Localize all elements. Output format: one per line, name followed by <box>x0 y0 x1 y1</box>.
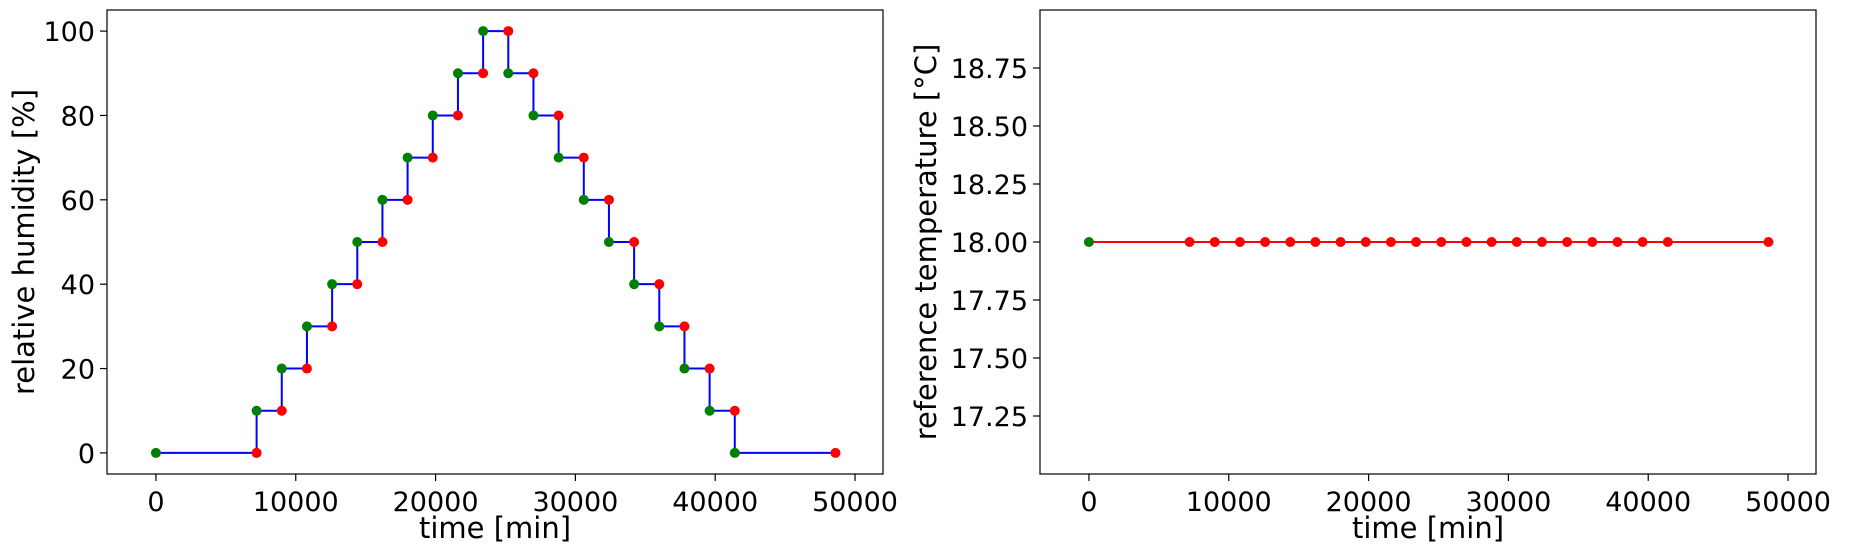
y-axis-label: reference temperature [°C] <box>909 44 943 441</box>
x-tick-label: 30000 <box>532 487 618 518</box>
data-point <box>377 194 388 205</box>
x-tick-label: 20000 <box>1326 487 1412 518</box>
data-point <box>578 194 589 205</box>
y-tick-label: 20 <box>61 355 95 386</box>
x-tick-label: 50000 <box>1745 487 1831 518</box>
data-point <box>528 68 539 79</box>
data-point <box>1360 237 1371 247</box>
y-tick-label: 17.50 <box>951 344 1028 375</box>
step-series-line <box>155 30 836 454</box>
data-point <box>1637 237 1648 247</box>
data-point <box>830 447 841 458</box>
data-point <box>528 110 539 121</box>
data-point <box>1562 237 1573 247</box>
data-point <box>301 363 312 374</box>
data-point <box>729 405 740 416</box>
data-point <box>1260 237 1271 247</box>
data-point <box>1436 237 1447 247</box>
data-point <box>1411 237 1422 247</box>
data-point <box>603 237 614 247</box>
y-tick-label: 18.50 <box>951 112 1028 143</box>
data-point <box>503 26 514 37</box>
x-axis-label: time [min] <box>1352 511 1504 545</box>
data-point <box>1184 237 1195 247</box>
x-axis-label: time [min] <box>419 511 571 545</box>
y-tick-label: 17.25 <box>951 402 1028 433</box>
data-point <box>1285 237 1296 247</box>
data-point <box>452 110 463 121</box>
y-tick-label: 18.00 <box>951 228 1028 259</box>
data-point <box>1335 237 1346 247</box>
x-tick-label: 0 <box>147 487 164 518</box>
y-tick-label: 0 <box>78 439 95 470</box>
data-point <box>276 405 287 416</box>
data-point <box>402 152 413 163</box>
data-point <box>251 447 262 458</box>
y-tick-label: 18.75 <box>951 54 1028 85</box>
x-tick-label: 10000 <box>253 487 339 518</box>
data-point <box>1612 237 1623 247</box>
y-tick-label: 18.25 <box>951 170 1028 201</box>
plot-area-frame <box>106 9 884 475</box>
data-point <box>1763 237 1774 247</box>
data-point <box>327 279 338 290</box>
data-point <box>578 152 589 163</box>
data-point <box>629 237 640 247</box>
data-point <box>301 321 312 332</box>
data-point <box>729 447 740 458</box>
data-point <box>478 26 489 37</box>
y-tick-label: 60 <box>61 186 95 217</box>
data-point <box>1511 237 1522 247</box>
humidity-panel: 0 10000 20000 30000 40000 50000 0 20 40 60 80 100 ti… <box>7 9 898 545</box>
data-point <box>377 237 388 247</box>
data-point <box>603 194 614 205</box>
x-tick-label: 10000 <box>1186 487 1272 518</box>
data-point <box>150 447 161 458</box>
data-point <box>452 68 463 79</box>
data-point <box>427 152 438 163</box>
data-point <box>1234 237 1245 247</box>
x-tick-label: 20000 <box>393 487 479 518</box>
x-tick-label: 40000 <box>672 487 758 518</box>
data-point <box>1083 237 1094 247</box>
data-point <box>654 321 665 332</box>
x-tick-label: 40000 <box>1605 487 1691 518</box>
y-tick-label: 100 <box>43 17 95 48</box>
data-point <box>704 405 715 416</box>
data-point <box>553 152 564 163</box>
x-tick-label: 0 <box>1080 487 1097 518</box>
data-point <box>679 363 690 374</box>
y-tick-label: 80 <box>61 101 95 132</box>
data-point <box>402 194 413 205</box>
y-axis-label: relative humidity [%] <box>7 89 41 395</box>
x-tick-label: 30000 <box>1465 487 1551 518</box>
data-point <box>1662 237 1673 247</box>
data-point <box>704 363 715 374</box>
temperature-panel: 0 10000 20000 30000 40000 50000 17.25 17.50 17.7… <box>909 9 1831 545</box>
data-point <box>1587 237 1598 247</box>
data-point <box>251 405 262 416</box>
data-point <box>654 279 665 290</box>
y-tick-label: 40 <box>61 270 95 301</box>
data-point <box>427 110 438 121</box>
data-point <box>276 363 287 374</box>
x-tick-label: 50000 <box>812 487 898 518</box>
data-point <box>327 321 338 332</box>
data-point <box>629 279 640 290</box>
data-point <box>1385 237 1396 247</box>
data-point <box>679 321 690 332</box>
data-point <box>1536 237 1547 247</box>
y-tick-label: 17.75 <box>951 286 1028 317</box>
data-point <box>1310 237 1321 247</box>
data-point <box>352 279 363 290</box>
data-point <box>1461 237 1472 247</box>
data-point <box>1209 237 1220 247</box>
data-point <box>1486 237 1497 247</box>
data-point <box>352 237 363 247</box>
data-point <box>503 68 514 79</box>
data-point <box>478 68 489 79</box>
data-point <box>553 110 564 121</box>
